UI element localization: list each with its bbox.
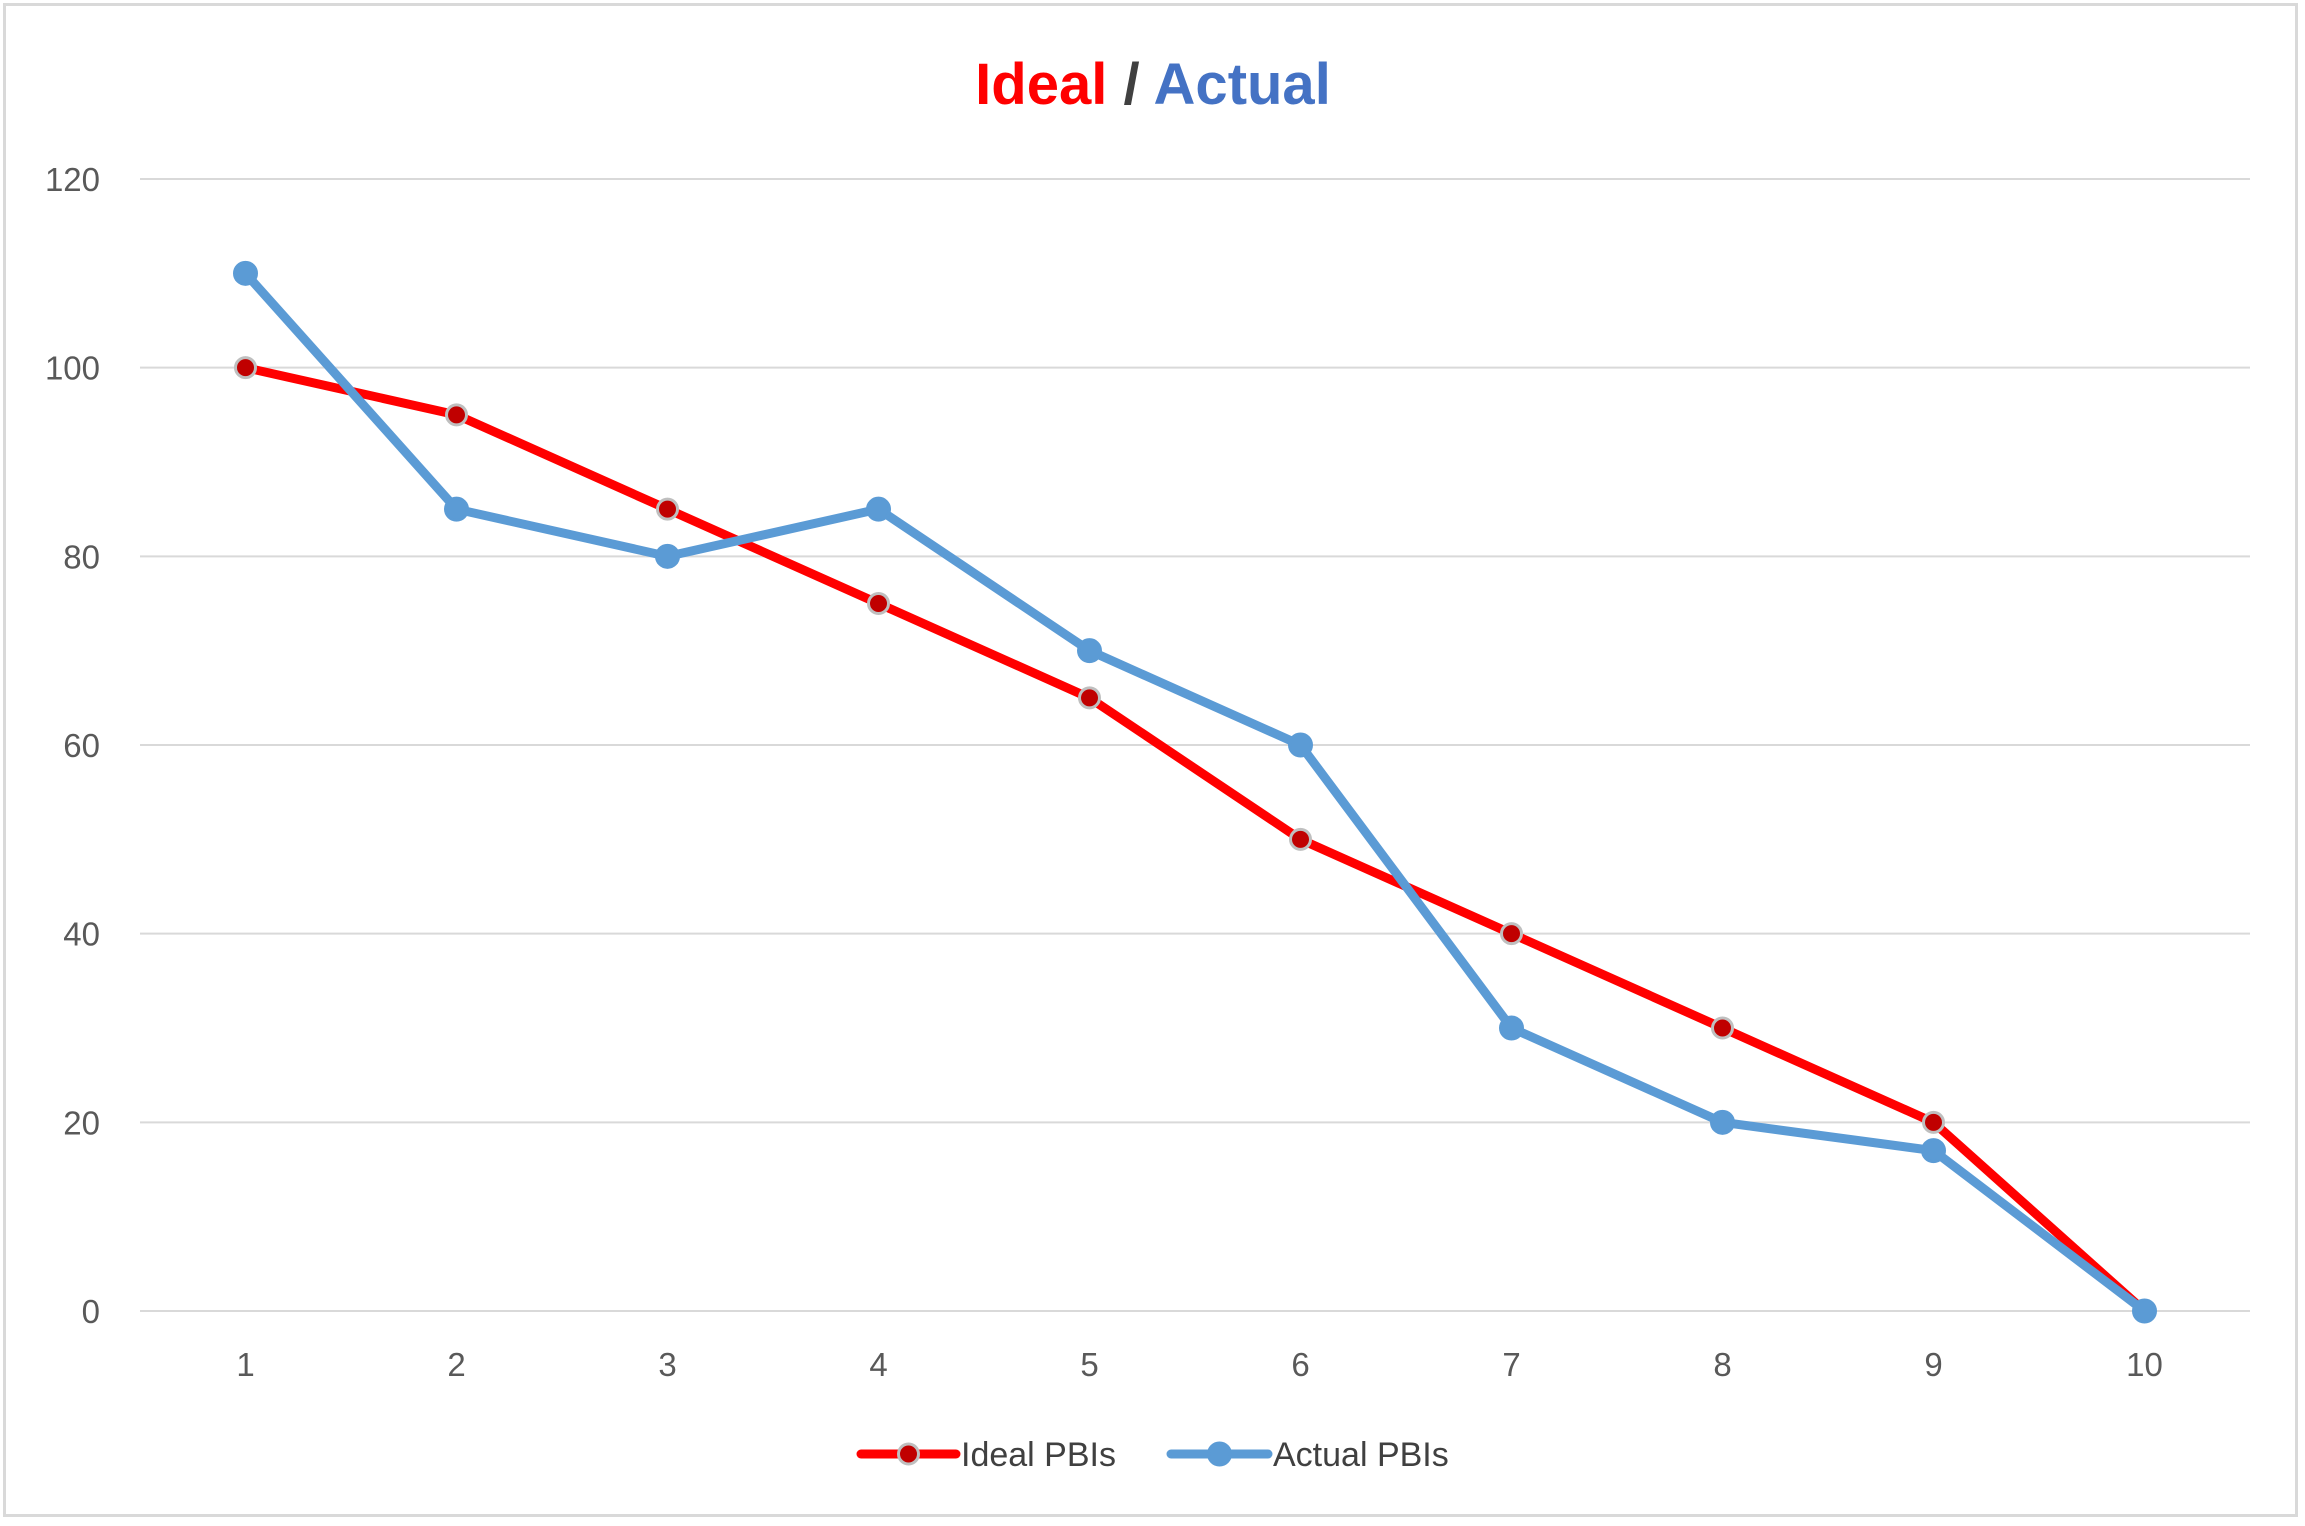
series-1-point-10 (2132, 1298, 2157, 1324)
series-line-0 (241, 363, 2149, 1316)
x-tick-label-10: 10 (2126, 1346, 2163, 1383)
x-tick-label-6: 6 (1291, 1346, 1309, 1383)
series-1-point-3 (655, 543, 680, 569)
legend-item-0: Ideal PBIs (856, 1436, 1116, 1474)
x-tick-label-4: 4 (869, 1346, 887, 1383)
series-0-point-4 (867, 592, 890, 615)
series-0-point-5 (1078, 686, 1101, 710)
legend-swatch-marker-1 (1207, 1441, 1232, 1467)
y-axis-tick-labels: 0 20 40 60 80 100 120 (45, 161, 100, 1330)
x-tick-label-7: 7 (1502, 1346, 1520, 1383)
y-tick-label-100: 100 (45, 350, 100, 387)
x-tick-label-1: 1 (236, 1346, 254, 1383)
legend-label-0: Ideal PBIs (961, 1436, 1116, 1474)
series-1-point-6 (1288, 732, 1313, 758)
series-0-point-2 (445, 403, 468, 427)
series-1-point-5 (1077, 638, 1102, 664)
y-tick-label-0: 0 (82, 1293, 100, 1330)
series-line-1 (241, 268, 2149, 1316)
series-0-point-6 (1289, 827, 1312, 851)
legend-item-1: Actual PBIs (1166, 1436, 1449, 1474)
series-0-point-9 (1922, 1110, 1945, 1134)
legend-swatch-marker-0 (897, 1442, 920, 1466)
series-layer (233, 260, 2157, 1324)
series-1-point-9 (1921, 1138, 1946, 1164)
y-tick-label-20: 20 (63, 1104, 100, 1141)
y-tick-label-60: 60 (63, 727, 100, 764)
chart-title-actual: Actual (1154, 52, 1331, 117)
series-0 (234, 356, 2156, 1323)
x-tick-label-5: 5 (1080, 1346, 1098, 1383)
series-1-point-7 (1499, 1015, 1524, 1041)
chart-title: Ideal / Actual (975, 52, 1331, 117)
chart-title-separator: / (1107, 52, 1153, 117)
chart-svg: Ideal / Actual 0 20 40 60 80 100 120 1 2 3 4 5 6 7 8 9… (45, 52, 2250, 1474)
legend: Ideal PBIs Actual PBIs (856, 1436, 1449, 1474)
x-tick-label-9: 9 (1924, 1346, 1942, 1383)
series-1-point-1 (233, 260, 258, 286)
chart-title-ideal: Ideal (975, 52, 1107, 117)
y-tick-label-40: 40 (63, 916, 100, 953)
grid-lines (140, 178, 2250, 1312)
x-tick-label-3: 3 (658, 1346, 676, 1383)
series-0-point-7 (1500, 922, 1523, 946)
series-0-point-8 (1711, 1016, 1734, 1040)
series-1 (233, 260, 2157, 1324)
x-axis-tick-labels: 1 2 3 4 5 6 7 8 9 10 (236, 1346, 2163, 1383)
series-1-point-4 (866, 496, 891, 522)
x-tick-label-2: 2 (447, 1346, 465, 1383)
legend-label-1: Actual PBIs (1273, 1436, 1449, 1474)
series-0-point-3 (656, 497, 679, 521)
y-tick-label-80: 80 (63, 538, 100, 575)
chart-frame: Ideal / Actual 0 20 40 60 80 100 120 1 2 3 4 5 6 7 8 9… (3, 3, 2298, 1517)
series-0-point-1 (234, 356, 257, 380)
x-tick-label-8: 8 (1713, 1346, 1731, 1383)
series-1-point-2 (444, 496, 469, 522)
y-tick-label-120: 120 (45, 161, 100, 198)
series-1-point-8 (1710, 1109, 1735, 1135)
